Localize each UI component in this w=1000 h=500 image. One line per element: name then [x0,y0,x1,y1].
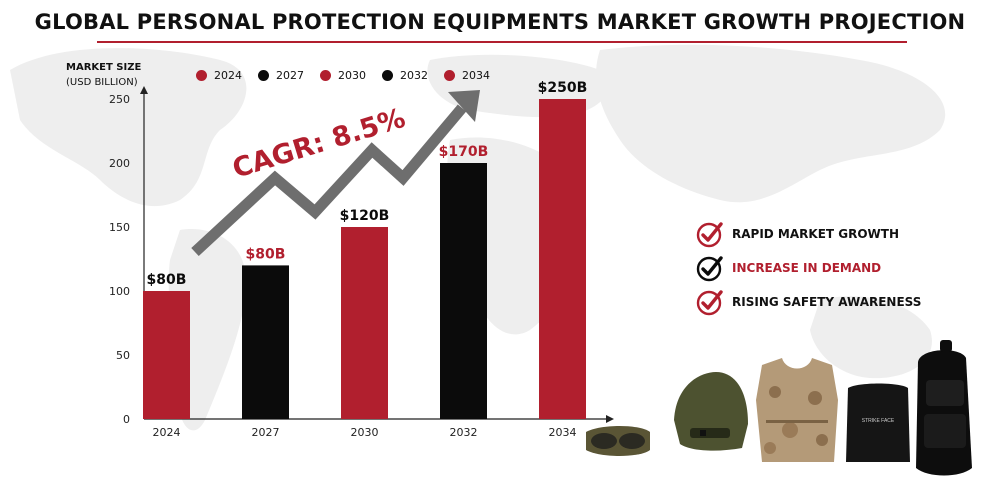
checkmark-circle-icon [696,222,723,248]
bar-2030 [341,227,388,419]
tactical-backpack-icon [916,340,972,476]
data-label: $80B [246,246,286,262]
legend-item: 2034 [444,69,490,82]
title-underline [97,41,907,43]
goggles-icon [586,426,650,456]
camo-vest-icon [756,358,838,462]
y-axis-label-line1: MARKET SIZE [66,62,142,73]
key-point: INCREASE IN DEMAND [696,251,921,285]
cagr-arrow [191,104,467,257]
key-points-list: RAPID MARKET GROWTH INCREASE IN DEMAND R… [696,217,921,319]
cagr-arrow-head [448,90,480,122]
plate-label: STRIKE FACE [862,418,895,424]
y-tick-label: 200 [109,157,130,170]
legend-label: 2030 [338,69,366,82]
legend-item: 2032 [382,69,428,82]
data-label: $250B [538,80,588,96]
x-tick-label: 2030 [351,426,379,439]
helmet-icon [674,372,748,451]
checkmark-circle-icon [696,290,723,316]
key-point-text: RISING SAFETY AWARENESS [732,295,922,309]
key-point: RISING SAFETY AWARENESS [696,285,921,319]
key-point-text: INCREASE IN DEMAND [732,261,882,275]
bar-2032 [440,163,487,419]
bar-2027 [242,265,289,419]
chart-title: GLOBAL PERSONAL PROTECTION EQUIPMENTS MA… [34,10,966,34]
legend-item: 2024 [196,69,242,82]
y-tick-label: 0 [123,413,130,426]
legend-item: 2030 [320,69,366,82]
legend-label: 2034 [462,69,490,82]
legend-label: 2032 [400,69,428,82]
data-label: $80B [147,272,187,288]
y-tick-label: 250 [109,93,130,106]
x-axis-arrow [606,415,614,423]
y-axis-arrow [140,86,148,94]
legend-swatch [382,70,393,81]
key-point: RAPID MARKET GROWTH [696,217,921,251]
legend: 2024 2027 2030 2032 2034 [196,69,490,82]
bar-2024 [143,291,190,419]
y-tick-label: 50 [116,349,130,362]
y-tick-label: 100 [109,285,130,298]
key-point-text: RAPID MARKET GROWTH [732,227,900,241]
x-tick-label: 2032 [450,426,478,439]
data-label: $120B [340,208,390,224]
x-tick-label: 2027 [252,426,280,439]
legend-swatch [320,70,331,81]
legend-item: 2027 [258,69,304,82]
legend-swatch [196,70,207,81]
x-tick-label: 2024 [153,426,181,439]
legend-swatch [444,70,455,81]
x-tick-label: 2034 [549,426,577,439]
legend-swatch [258,70,269,81]
checkmark-circle-icon [696,256,723,282]
legend-label: 2024 [214,69,242,82]
y-axis-label: MARKET SIZE (USD BILLION) [66,60,141,90]
y-tick-label: 150 [109,221,130,234]
data-label: $170B [439,144,489,160]
bar-2034 [539,99,586,419]
legend-label: 2027 [276,69,304,82]
armor-plate-icon: STRIKE FACE [846,383,910,462]
y-axis-label-line2: (USD BILLION) [66,77,138,88]
